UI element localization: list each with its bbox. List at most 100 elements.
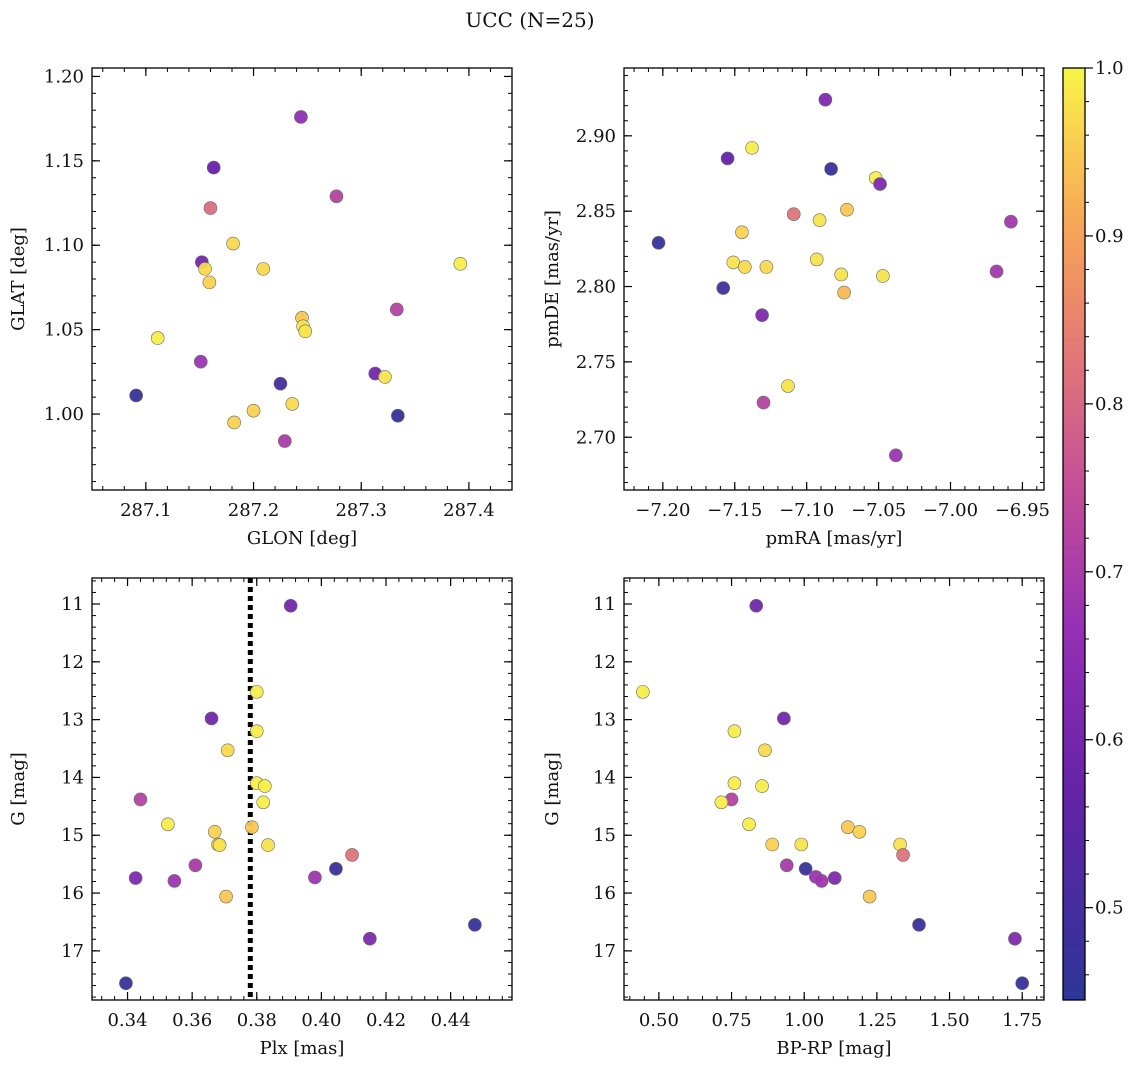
data-point bbox=[759, 260, 774, 274]
data-point bbox=[298, 324, 313, 339]
figure-title: UCC (N=25) bbox=[465, 8, 594, 32]
data-point bbox=[745, 141, 759, 155]
data-point bbox=[818, 92, 833, 107]
data-point bbox=[798, 861, 813, 876]
data-point bbox=[765, 837, 780, 852]
data-point bbox=[329, 189, 344, 204]
data-point bbox=[873, 177, 887, 191]
y-tick-label: 2.80 bbox=[576, 277, 616, 298]
x-tick-label: 287.3 bbox=[335, 500, 387, 521]
data-point bbox=[989, 264, 1004, 279]
data-point bbox=[852, 824, 867, 839]
data-point bbox=[755, 308, 769, 322]
y-tick-label: 12 bbox=[61, 652, 84, 673]
data-point bbox=[226, 236, 240, 251]
y-tick-label: 2.90 bbox=[576, 126, 616, 147]
y-tick-label: 17 bbox=[593, 941, 616, 962]
data-point bbox=[749, 598, 764, 613]
data-point bbox=[256, 262, 271, 276]
data-point bbox=[1015, 976, 1030, 991]
data-point bbox=[273, 376, 288, 391]
data-point bbox=[167, 874, 182, 888]
data-point bbox=[285, 397, 300, 411]
axes-frame bbox=[91, 67, 513, 491]
data-point bbox=[889, 448, 903, 463]
data-point bbox=[249, 724, 264, 738]
colorbar-tick-label: 0.8 bbox=[1095, 394, 1124, 415]
data-point bbox=[720, 151, 735, 166]
colorbar-tick-label: 0.5 bbox=[1095, 898, 1124, 919]
y-axis-label: pmDE [mas/yr] bbox=[542, 210, 563, 348]
colorbar-tick-label: 0.6 bbox=[1095, 730, 1124, 751]
axes-frame bbox=[623, 577, 1045, 1001]
data-point bbox=[912, 918, 926, 932]
data-point bbox=[207, 824, 222, 839]
x-tick-label: 0.40 bbox=[301, 1010, 341, 1031]
colorbar-tick-label: 1.0 bbox=[1095, 58, 1124, 79]
data-point bbox=[636, 685, 650, 699]
x-axis-label: GLON [deg] bbox=[247, 528, 357, 549]
data-point bbox=[786, 207, 801, 221]
y-axis-label: GLAT [deg] bbox=[8, 227, 29, 331]
data-point bbox=[453, 257, 468, 271]
data-point bbox=[812, 213, 827, 228]
y-tick-label: 12 bbox=[593, 652, 616, 673]
data-point bbox=[1004, 214, 1018, 229]
x-tick-label: −7.15 bbox=[707, 500, 762, 521]
colorbar-bar bbox=[1062, 67, 1086, 1001]
data-point bbox=[727, 776, 742, 791]
data-point bbox=[726, 255, 741, 270]
data-point bbox=[119, 976, 133, 991]
y-tick-label: 16 bbox=[593, 883, 616, 904]
x-tick-label: 0.34 bbox=[107, 1010, 147, 1031]
data-point bbox=[219, 889, 233, 904]
data-point bbox=[794, 837, 809, 852]
y-tick-label: 11 bbox=[61, 594, 84, 615]
data-point bbox=[389, 302, 404, 317]
data-point bbox=[204, 711, 219, 726]
data-point bbox=[212, 838, 227, 852]
data-point bbox=[738, 260, 752, 274]
data-point bbox=[841, 820, 855, 834]
data-point bbox=[206, 160, 221, 175]
y-tick-label: 2.75 bbox=[576, 352, 616, 373]
y-tick-label: 16 bbox=[61, 883, 84, 904]
x-axis-label: BP-RP [mag] bbox=[776, 1038, 891, 1059]
data-point bbox=[834, 267, 848, 282]
y-tick-label: 13 bbox=[593, 710, 616, 731]
data-point bbox=[220, 743, 235, 758]
data-point bbox=[203, 201, 218, 215]
axes-frame bbox=[623, 67, 1045, 491]
y-tick-label: 14 bbox=[593, 767, 616, 788]
y-axis-label: G [mag] bbox=[542, 752, 563, 825]
data-point bbox=[468, 918, 482, 932]
data-point bbox=[837, 285, 851, 300]
x-tick-label: 1.25 bbox=[857, 1010, 897, 1031]
data-point bbox=[727, 724, 742, 738]
data-point bbox=[188, 858, 203, 873]
data-point bbox=[876, 269, 890, 283]
y-axis-label: G [mag] bbox=[8, 752, 29, 825]
x-tick-label: −6.95 bbox=[995, 500, 1050, 521]
y-tick-label: 2.85 bbox=[576, 201, 616, 222]
data-point bbox=[261, 838, 275, 852]
x-tick-label: 0.38 bbox=[237, 1010, 277, 1031]
x-tick-label: 1.75 bbox=[1002, 1010, 1042, 1031]
panel-2: −7.20 −7.15 −7.10 −7.05 −7.00 −6.95 2.70 2.75 2.… bbox=[542, 67, 1050, 549]
data-point bbox=[781, 379, 795, 393]
colorbar-tick-label: 0.9 bbox=[1095, 226, 1124, 247]
x-tick-label: 0.44 bbox=[431, 1010, 471, 1031]
data-point bbox=[227, 415, 241, 430]
data-point bbox=[363, 931, 377, 946]
y-tick-label: 1.20 bbox=[44, 66, 84, 87]
data-point bbox=[150, 331, 165, 345]
data-point bbox=[777, 711, 791, 726]
x-axis-label: Plx [mas] bbox=[260, 1038, 345, 1059]
data-point bbox=[133, 792, 148, 807]
y-tick-label: 11 bbox=[593, 594, 616, 615]
data-point bbox=[308, 870, 322, 885]
y-tick-label: 2.70 bbox=[576, 427, 616, 448]
x-tick-label: 1.00 bbox=[784, 1010, 824, 1031]
data-point bbox=[246, 403, 261, 418]
